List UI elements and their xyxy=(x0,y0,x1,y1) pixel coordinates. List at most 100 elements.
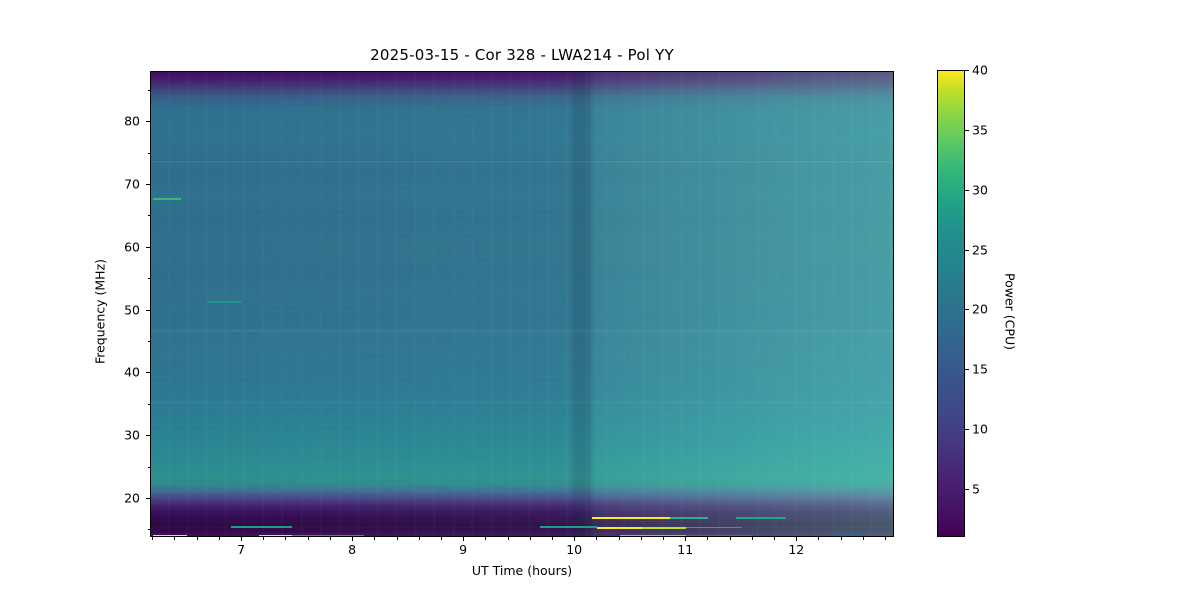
x-tick-minor xyxy=(307,537,309,540)
x-tick-minor xyxy=(396,537,398,540)
colorbar-tick xyxy=(965,429,969,431)
x-tick-minor xyxy=(840,537,842,540)
y-tick-minor xyxy=(147,278,150,280)
x-tick-minor xyxy=(862,537,864,540)
x-tick xyxy=(685,537,687,541)
colorbar-tick-label: 20 xyxy=(972,301,988,317)
x-tick-label: 9 xyxy=(459,542,468,557)
colorbar-tick-label: 15 xyxy=(972,361,988,377)
rfi-streak xyxy=(619,535,687,536)
y-tick xyxy=(146,435,150,437)
y-tick-minor xyxy=(147,529,150,531)
x-tick-minor xyxy=(418,537,420,540)
x-tick-minor xyxy=(707,537,709,540)
x-tick-minor xyxy=(596,537,598,540)
x-tick-minor xyxy=(551,537,553,540)
y-tick-minor xyxy=(147,215,150,217)
colorbar-tick xyxy=(965,309,969,311)
colorbar-tick xyxy=(965,369,969,371)
x-tick-minor xyxy=(529,537,531,540)
x-tick-minor xyxy=(507,537,509,540)
y-tick-label: 80 xyxy=(124,113,140,129)
rfi-streak xyxy=(539,526,598,528)
colorbar-tick xyxy=(965,70,969,71)
x-tick-label: 12 xyxy=(788,542,805,557)
band-texture-layer xyxy=(151,72,893,536)
rfi-streak xyxy=(736,517,787,519)
y-tick-minor xyxy=(147,403,150,405)
y-tick-minor xyxy=(147,341,150,343)
y-tick-minor xyxy=(147,466,150,468)
colorbar-tick-label: 35 xyxy=(972,122,988,138)
x-tick-minor xyxy=(174,537,176,540)
x-tick-minor xyxy=(774,537,776,540)
rfi-streak xyxy=(686,526,742,529)
x-tick-minor xyxy=(640,537,642,540)
colorbar-tick xyxy=(965,249,969,251)
x-tick-minor xyxy=(285,537,287,540)
y-tick xyxy=(146,309,150,311)
colorbar-tick-label: 40 xyxy=(972,62,988,78)
x-tick-label: 11 xyxy=(677,542,694,557)
y-tick-label: 60 xyxy=(124,239,140,255)
y-tick-minor xyxy=(147,152,150,154)
colorbar-tick-label: 5 xyxy=(972,481,980,497)
x-tick-minor xyxy=(374,537,376,540)
y-tick xyxy=(146,184,150,186)
x-tick-minor xyxy=(485,537,487,540)
rfi-streak xyxy=(597,526,642,529)
time-seam-layer xyxy=(151,72,893,536)
rfi-streak xyxy=(686,535,753,536)
y-tick-label: 30 xyxy=(124,427,140,443)
rfi-streak xyxy=(292,534,365,536)
time-texture-layer xyxy=(151,72,893,536)
rfi-streak xyxy=(258,534,293,536)
colorbar-tick xyxy=(965,489,969,491)
rfi-streak xyxy=(591,517,670,520)
x-tick xyxy=(352,537,354,541)
colorbar-gradient xyxy=(937,70,965,537)
rfi-streak xyxy=(230,526,292,528)
x-tick-minor xyxy=(196,537,198,540)
x-tick-label: 8 xyxy=(348,542,357,557)
y-tick xyxy=(146,121,150,123)
x-tick-minor xyxy=(329,537,331,540)
x-tick-minor xyxy=(818,537,820,540)
y-tick xyxy=(146,498,150,500)
y-tick xyxy=(146,372,150,374)
x-tick-minor xyxy=(618,537,620,540)
rfi-streak xyxy=(641,526,687,529)
spectrogram-axes[interactable] xyxy=(150,71,894,537)
rfi-streak xyxy=(669,517,709,520)
page-title: 2025-03-15 - Cor 328 - LWA214 - Pol YY xyxy=(370,46,674,64)
colorbar-title: Power (CPU) xyxy=(1002,273,1018,350)
y-tick-label: 50 xyxy=(124,302,140,318)
colorbar-tick-label: 30 xyxy=(972,182,988,198)
rfi-streak xyxy=(153,534,187,536)
y-tick-label: 20 xyxy=(124,490,140,506)
colorbar[interactable] xyxy=(937,70,965,537)
x-tick-minor xyxy=(729,537,731,540)
rfi-streak xyxy=(153,197,181,200)
colorbar-tick xyxy=(965,129,969,131)
x-tick-minor xyxy=(440,537,442,540)
x-tick-label: 7 xyxy=(237,542,246,557)
y-tick xyxy=(146,246,150,248)
colorbar-tick-label: 10 xyxy=(972,421,988,437)
colorbar-tick-label: 25 xyxy=(972,242,988,258)
x-tick-label: 10 xyxy=(566,542,583,557)
x-axis-title: UT Time (hours) xyxy=(471,563,573,578)
x-tick xyxy=(463,537,465,541)
frequency-gradient-layer xyxy=(151,72,893,536)
x-tick xyxy=(241,537,243,541)
x-tick-minor xyxy=(885,537,887,540)
colorbar-tick xyxy=(965,189,969,191)
x-tick-minor xyxy=(152,537,154,540)
x-tick xyxy=(796,537,798,541)
x-tick xyxy=(574,537,576,541)
band-edge-layer xyxy=(151,72,893,536)
x-tick-minor xyxy=(751,537,753,540)
x-tick-minor xyxy=(218,537,220,540)
rfi-streak xyxy=(830,532,864,535)
